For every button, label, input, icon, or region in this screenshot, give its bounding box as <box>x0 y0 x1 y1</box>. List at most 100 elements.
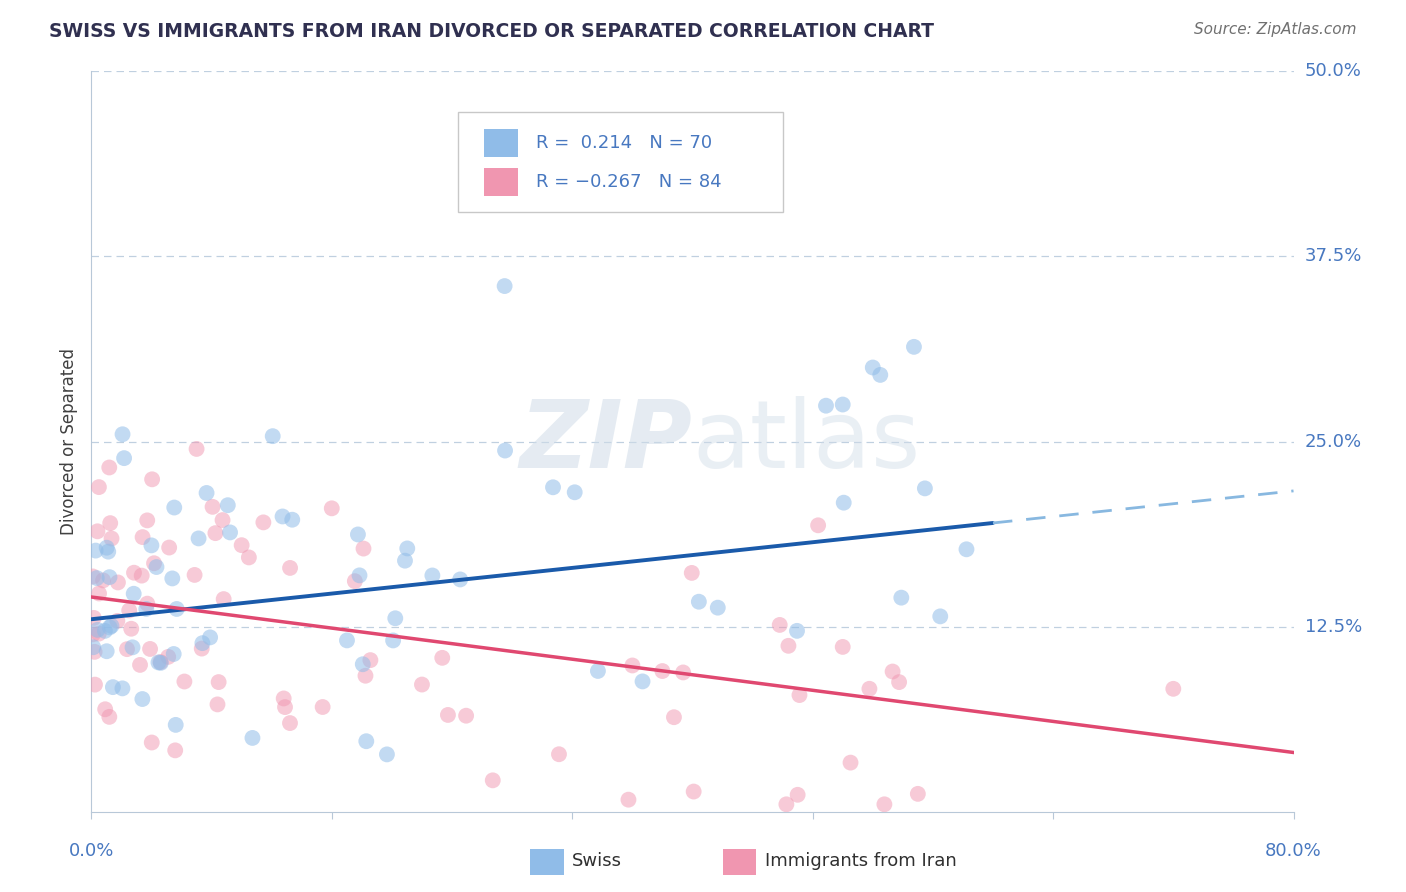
Point <box>136 597 159 611</box>
Point <box>84 678 107 692</box>
Point <box>187 532 209 546</box>
Point <box>564 485 586 500</box>
Point <box>129 657 152 672</box>
Point <box>98 620 121 634</box>
Point <box>869 368 891 382</box>
Point <box>131 692 153 706</box>
Point <box>111 427 134 442</box>
Point <box>449 573 471 587</box>
Point <box>789 688 811 702</box>
Point <box>86 623 108 637</box>
Point <box>688 595 710 609</box>
Point <box>349 568 371 582</box>
Point <box>101 680 124 694</box>
Point <box>359 653 381 667</box>
Point <box>890 591 912 605</box>
Point <box>281 513 304 527</box>
Point <box>98 460 121 475</box>
Point <box>382 633 405 648</box>
Point <box>437 708 460 723</box>
Point <box>432 650 454 665</box>
Point <box>98 570 121 584</box>
Point <box>186 442 208 456</box>
Point <box>311 700 333 714</box>
Point <box>786 624 808 638</box>
Point <box>548 747 571 762</box>
Point <box>87 586 110 600</box>
Point <box>98 516 121 530</box>
Point <box>481 773 503 788</box>
Text: Source: ZipAtlas.com: Source: ZipAtlas.com <box>1194 22 1357 37</box>
Point <box>354 669 377 683</box>
Text: 37.5%: 37.5% <box>1305 247 1362 266</box>
Point <box>242 731 264 745</box>
Point <box>131 530 153 544</box>
Point <box>145 560 167 574</box>
Y-axis label: Divorced or Separated: Divorced or Separated <box>60 348 79 535</box>
Point <box>273 691 295 706</box>
Point <box>157 541 180 555</box>
Text: 12.5%: 12.5% <box>1305 617 1362 636</box>
Point <box>141 735 163 749</box>
Point <box>115 642 138 657</box>
Point <box>94 702 117 716</box>
Point <box>907 787 929 801</box>
Point <box>887 675 910 690</box>
Point <box>204 526 226 541</box>
Point <box>769 618 792 632</box>
Point <box>682 784 704 798</box>
Point <box>396 541 419 556</box>
Point <box>141 472 163 486</box>
Point <box>163 647 186 661</box>
Point <box>586 664 609 678</box>
Point <box>87 480 110 494</box>
Point <box>82 627 104 641</box>
Text: 25.0%: 25.0% <box>1305 433 1362 450</box>
Point <box>122 587 145 601</box>
Point <box>84 543 107 558</box>
Point <box>353 541 375 556</box>
Point <box>162 571 184 585</box>
Point <box>208 675 231 690</box>
Point <box>149 655 172 669</box>
Point <box>82 569 104 583</box>
Point <box>198 631 221 645</box>
Point <box>422 568 444 582</box>
Point <box>903 340 925 354</box>
Point <box>858 681 880 696</box>
Point <box>336 633 359 648</box>
Point <box>191 636 214 650</box>
Point <box>707 600 730 615</box>
Text: 80.0%: 80.0% <box>1265 842 1322 860</box>
Text: Immigrants from Iran: Immigrants from Iran <box>765 853 956 871</box>
Point <box>274 700 297 714</box>
Point <box>456 708 478 723</box>
Point <box>862 360 884 375</box>
Point <box>207 698 229 712</box>
Point <box>217 498 239 512</box>
Point <box>122 566 145 580</box>
Point <box>211 513 233 527</box>
Point <box>157 649 180 664</box>
Point <box>87 626 110 640</box>
Point <box>121 640 143 655</box>
FancyBboxPatch shape <box>530 849 564 875</box>
Text: R = −0.267   N = 84: R = −0.267 N = 84 <box>536 173 721 191</box>
Point <box>96 644 118 658</box>
Point <box>494 279 516 293</box>
Point <box>278 561 301 575</box>
Point <box>882 665 904 679</box>
Point <box>321 501 343 516</box>
Point <box>219 525 242 540</box>
Point <box>136 513 159 527</box>
Point <box>1161 681 1184 696</box>
Point <box>831 640 853 654</box>
Point <box>786 788 808 802</box>
Text: atlas: atlas <box>692 395 921 488</box>
Point <box>621 658 644 673</box>
Point <box>775 797 797 812</box>
Point <box>394 554 416 568</box>
Point <box>166 602 188 616</box>
Point <box>662 710 685 724</box>
FancyBboxPatch shape <box>485 168 519 196</box>
